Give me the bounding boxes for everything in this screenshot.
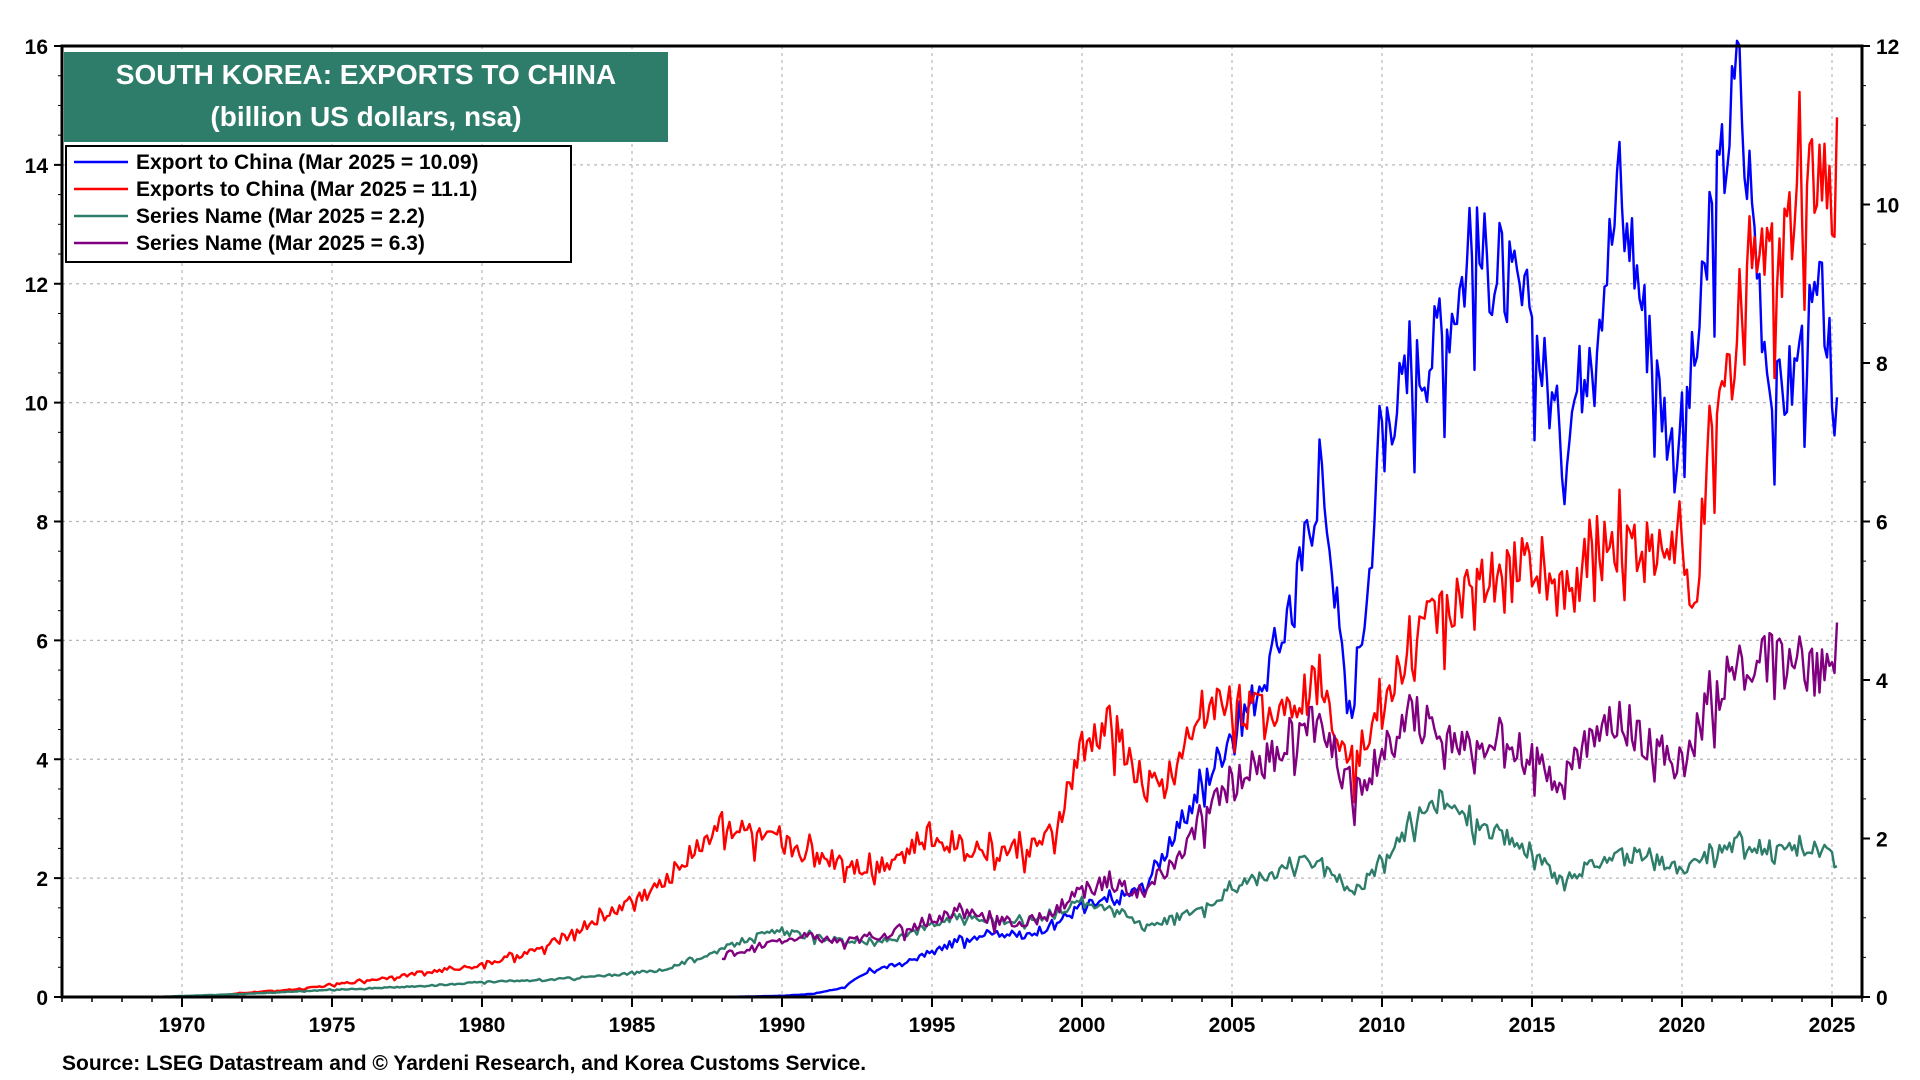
legend-label-series-green: Series Name (Mar 2025 = 2.2) (136, 205, 425, 228)
x-tick-label: 2000 (1059, 1014, 1106, 1037)
series-line-4 (721, 622, 1839, 961)
x-tick-label: 2005 (1209, 1014, 1256, 1037)
source-note: Source: LSEG Datastream and © Yardeni Re… (62, 1052, 866, 1075)
y-left-tick-label: 14 (25, 155, 49, 178)
y-right-tick-label: 12 (1876, 36, 1899, 59)
y-left-tick-label: 8 (36, 512, 48, 535)
legend-label-export-to-china: Export to China (Mar 2025 = 10.09) (136, 151, 479, 174)
series-line-2 (211, 90, 1839, 999)
title-box: SOUTH KOREA: EXPORTS TO CHINA (billion U… (64, 52, 668, 142)
x-tick-label: 2010 (1359, 1014, 1406, 1037)
chart-title: SOUTH KOREA: EXPORTS TO CHINA (116, 59, 616, 90)
y-right-tick-label: 6 (1876, 512, 1888, 535)
x-tick-label: 2020 (1659, 1014, 1706, 1037)
x-tick-label: 1970 (159, 1014, 206, 1037)
x-tick-label: 2025 (1809, 1014, 1856, 1037)
legend-label-exports-to-china: Exports to China (Mar 2025 = 11.1) (136, 178, 477, 201)
legend: Export to China (Mar 2025 = 10.09) Expor… (65, 145, 572, 263)
x-tick-label: 1980 (459, 1014, 506, 1037)
y-left-tick-label: 2 (36, 868, 48, 891)
ticks-layer: 1970 1975 1980 1985 1990 1995 2000 2005 2010 2015… (25, 36, 1900, 1037)
y-left-tick-label: 4 (36, 749, 48, 772)
chart-subtitle: (billion US dollars, nsa) (210, 101, 521, 132)
y-left-tick-label: 0 (36, 987, 48, 1010)
x-tick-label: 1985 (609, 1014, 656, 1037)
legend-box (65, 145, 572, 263)
series-line-1 (722, 39, 1839, 999)
series-layer (151, 39, 1839, 999)
y-right-tick-label: 8 (1876, 353, 1888, 376)
title-background (64, 52, 668, 142)
x-tick-label: 1990 (759, 1014, 806, 1037)
x-tick-label: 1995 (909, 1014, 956, 1037)
y-right-tick-label: 0 (1876, 987, 1888, 1010)
x-tick-label: 2015 (1509, 1014, 1556, 1037)
x-tick-label: 1975 (309, 1014, 356, 1037)
y-left-tick-label: 10 (25, 393, 48, 416)
y-right-tick-label: 4 (1876, 670, 1888, 693)
y-right-tick-label: 10 (1876, 195, 1899, 218)
legend-label-series-purple: Series Name (Mar 2025 = 6.3) (136, 232, 425, 255)
y-left-tick-label: 12 (25, 274, 48, 297)
y-right-tick-label: 2 (1876, 829, 1888, 852)
y-left-tick-label: 16 (25, 36, 48, 59)
y-left-tick-label: 6 (36, 630, 48, 653)
series-line-3 (151, 788, 1838, 999)
